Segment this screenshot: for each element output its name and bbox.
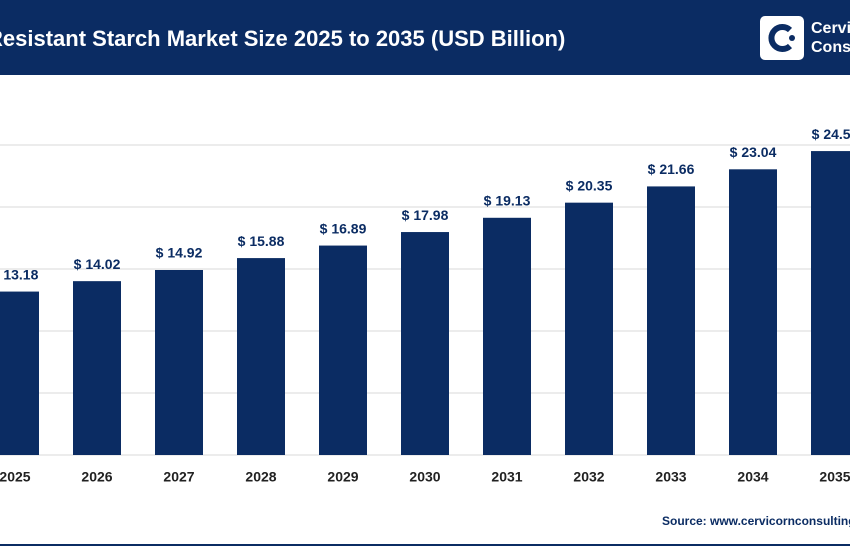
x-tick-label: 2034 bbox=[737, 469, 768, 485]
bar bbox=[0, 291, 39, 455]
bar bbox=[565, 202, 613, 455]
value-label: $ 24.51 bbox=[812, 126, 850, 142]
brand-line: Cervicorn bbox=[811, 20, 850, 37]
brand-line: Consulting bbox=[811, 39, 850, 56]
x-tick-label: 2035 bbox=[819, 469, 850, 485]
value-label: $ 19.13 bbox=[484, 192, 531, 208]
value-label: $ 16.89 bbox=[320, 220, 367, 236]
x-tick-label: 2028 bbox=[245, 469, 276, 485]
bar bbox=[811, 151, 850, 456]
value-label: $ 14.92 bbox=[156, 245, 203, 261]
x-tick-label: 2031 bbox=[491, 469, 522, 485]
bar bbox=[73, 281, 121, 455]
value-label: $ 14.02 bbox=[74, 256, 121, 272]
bar bbox=[483, 217, 531, 455]
value-label: $ 23.04 bbox=[730, 144, 777, 160]
x-tick-label: 2030 bbox=[409, 469, 440, 485]
x-tick-label: 2029 bbox=[327, 469, 358, 485]
header-band bbox=[0, 0, 850, 75]
x-tick-label: 2032 bbox=[573, 469, 604, 485]
bar bbox=[319, 245, 367, 455]
x-tick-label: 2027 bbox=[163, 469, 194, 485]
bar bbox=[237, 258, 285, 455]
logo-box bbox=[760, 16, 804, 60]
x-tick-label: 2025 bbox=[0, 469, 31, 485]
bar bbox=[729, 169, 777, 455]
bar bbox=[647, 186, 695, 455]
value-label: $ 21.66 bbox=[648, 161, 695, 177]
x-tick-label: 2026 bbox=[81, 469, 112, 485]
value-label: $ 15.88 bbox=[238, 233, 285, 249]
logo-dot bbox=[789, 35, 795, 41]
x-tick-label: 2033 bbox=[655, 469, 686, 485]
value-label: $ 13.18 bbox=[0, 266, 39, 282]
value-label: $ 17.98 bbox=[402, 207, 449, 223]
chart-title: Resistant Starch Market Size 2025 to 203… bbox=[0, 26, 565, 51]
logo-icon bbox=[768, 24, 793, 52]
value-label: $ 20.35 bbox=[566, 177, 613, 193]
bar bbox=[401, 232, 449, 455]
source: Source: www.cervicornconsulting.com bbox=[662, 514, 850, 528]
bar bbox=[155, 269, 203, 455]
